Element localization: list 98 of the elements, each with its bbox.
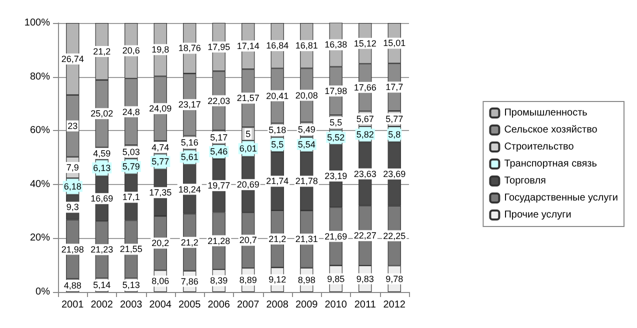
- data-label: 21,98: [61, 244, 84, 254]
- data-label: 17,14: [236, 41, 260, 52]
- data-label: 8,89: [239, 275, 257, 286]
- data-label: 5,17: [210, 132, 228, 142]
- data-label: 24,09: [149, 104, 172, 114]
- y-tick-label: 60%: [30, 125, 50, 136]
- data-label: 21,2: [268, 234, 286, 244]
- data-label: 17,7: [386, 82, 404, 92]
- data-label: 5,13: [122, 280, 140, 290]
- legend-label: Строительство: [504, 142, 574, 152]
- data-label: 5,8: [388, 129, 401, 140]
- data-label: 8,98: [298, 274, 316, 285]
- data-label: 23,17: [178, 100, 201, 110]
- data-label: 8,39: [210, 276, 228, 286]
- x-tick-label: 2010: [324, 300, 348, 310]
- data-label: 21,23: [90, 244, 114, 255]
- data-label: 23,63: [354, 168, 376, 179]
- data-label: 22,27: [354, 230, 376, 241]
- data-label: 23,19: [324, 170, 348, 181]
- data-label: 22,25: [383, 230, 406, 241]
- data-label: 20,08: [295, 90, 318, 100]
- x-tick-label: 2003: [120, 300, 143, 310]
- data-label: 21,57: [236, 93, 260, 104]
- data-label: 7,86: [180, 276, 198, 286]
- data-label: 5: [246, 128, 251, 139]
- x-tick-label: 2001: [62, 300, 84, 310]
- data-label: 17,95: [208, 42, 230, 52]
- data-label: 9,12: [268, 274, 286, 285]
- x-tick-label: 2006: [208, 300, 230, 310]
- data-label: 9,3: [66, 202, 79, 212]
- data-label: 5,18: [268, 125, 286, 136]
- x-tick-label: 2008: [266, 300, 289, 310]
- data-label: 26,74: [61, 54, 84, 64]
- data-label: 5,5: [330, 118, 342, 128]
- data-label: 20,41: [266, 90, 289, 101]
- x-tick-label: 2009: [296, 300, 318, 310]
- y-tick-label: 40%: [30, 178, 50, 190]
- data-label: 5,16: [180, 138, 198, 148]
- legend-label: Сельское хозяйство: [504, 124, 598, 136]
- data-label: 4,74: [152, 142, 170, 152]
- data-label: 18,76: [178, 43, 201, 54]
- data-label: 19,8: [152, 44, 170, 55]
- legend-label: Государственные услуги: [504, 192, 618, 204]
- data-label: 21,78: [295, 176, 318, 186]
- data-label: 5,49: [298, 124, 316, 135]
- legend-label: Торговля: [504, 176, 546, 186]
- data-label: 21,69: [324, 231, 348, 242]
- data-label: 20,6: [122, 46, 140, 56]
- data-label: 20,2: [152, 238, 170, 248]
- data-label: 5,77: [386, 114, 404, 124]
- data-label: 7,9: [66, 162, 79, 172]
- data-label: 18,24: [178, 184, 201, 194]
- data-label: 9,78: [386, 274, 404, 284]
- data-label: 21,2: [180, 237, 198, 248]
- data-label: 17,98: [324, 86, 348, 96]
- data-label: 16,69: [90, 194, 114, 204]
- data-label: 21,2: [93, 46, 111, 57]
- data-label: 21,31: [295, 234, 318, 244]
- x-tick-label: 2002: [90, 300, 114, 310]
- data-label: 21,55: [120, 244, 142, 254]
- x-tick-label: 2007: [237, 300, 260, 310]
- legend-label: Транспортная связь: [504, 158, 597, 170]
- data-label: 15,12: [354, 38, 376, 48]
- x-tick-label: 2005: [178, 300, 202, 310]
- data-label: 15,01: [383, 38, 406, 48]
- data-label: 5,5: [271, 140, 284, 150]
- y-tick-label: 0%: [36, 286, 50, 298]
- data-label: 16,84: [266, 40, 289, 51]
- data-label: 8,06: [152, 276, 170, 286]
- data-label: 25,02: [90, 108, 114, 119]
- data-label: 24,8: [122, 106, 140, 117]
- data-label: 9,83: [356, 274, 374, 284]
- data-label: 5,03: [122, 146, 140, 157]
- data-label: 20,7: [239, 235, 257, 246]
- x-tick-label: 2004: [149, 300, 172, 310]
- data-label: 17,35: [149, 188, 172, 198]
- data-label: 5,14: [93, 280, 111, 290]
- data-label: 5,67: [356, 114, 374, 124]
- x-tick-label: 2012: [383, 300, 406, 310]
- data-label: 21,28: [208, 236, 230, 246]
- legend-label: Прочие услуги: [504, 210, 572, 220]
- data-label: 20,69: [236, 180, 260, 190]
- legend-label: Промышленность: [504, 108, 588, 118]
- data-label: 16,81: [295, 40, 318, 51]
- y-tick-label: 100%: [24, 18, 50, 28]
- data-label: 21,74: [266, 176, 289, 186]
- data-label: 22,03: [208, 96, 230, 106]
- data-label: 17,1: [122, 192, 140, 202]
- data-label: 17,66: [354, 82, 376, 92]
- data-label: 4,88: [64, 280, 82, 290]
- data-label: 23: [68, 120, 78, 131]
- x-tick-label: 2011: [354, 300, 376, 310]
- data-label: 16,38: [324, 40, 348, 50]
- data-label: 9,85: [327, 274, 345, 284]
- y-tick-label: 80%: [30, 71, 50, 82]
- data-label: 23,69: [383, 168, 406, 179]
- y-tick-label: 20%: [30, 232, 50, 244]
- data-label: 19,77: [208, 180, 230, 191]
